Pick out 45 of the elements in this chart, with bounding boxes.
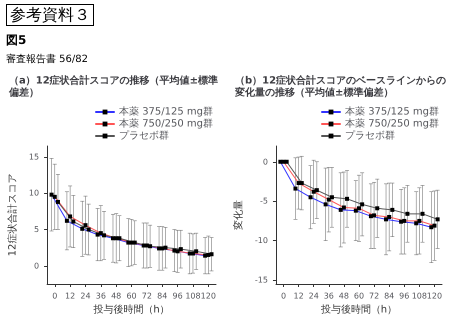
legend-label: プラセボ群 [119, 130, 170, 142]
x-tick-label: 108 [185, 292, 201, 300]
x-tick-label: 12 [65, 292, 76, 300]
x-tick-label: 72 [142, 292, 152, 300]
x-tick-label: 108 [412, 292, 427, 300]
text: 審査報告書 56/82 [6, 52, 89, 66]
x-axis-title: 投与後時間（h） [92, 303, 170, 316]
x-tick-label: 12 [294, 292, 304, 300]
y-tick-label: -15 [254, 276, 268, 285]
legend-label: 本薬 375/125 mg群 [119, 106, 214, 118]
chart-title: （a）12症状合計スコアの推移（平均値±標準偏差） [8, 74, 218, 98]
y-tick-label: -5 [260, 196, 268, 206]
legend-label: 本薬 750/250 mg群 [345, 118, 440, 130]
y-tick-label: 0 [34, 261, 40, 270]
x-tick-label: 36 [96, 292, 106, 300]
x-tick-label: 0 [52, 292, 58, 300]
x-axis-title: 投与後時間（h） [320, 303, 398, 316]
text: 参考資料３ [6, 4, 94, 26]
y-tick-label: 10 [28, 188, 40, 198]
x-tick-label: 96 [172, 292, 183, 300]
x-tick-label: 96 [399, 292, 410, 300]
x-tick-label: 84 [384, 292, 394, 300]
x-tick-label: 120 [426, 292, 442, 300]
x-tick-label: 24 [308, 292, 319, 300]
y-tick-label: 0 [262, 157, 268, 166]
x-tick-label: 48 [338, 292, 349, 300]
x-tick-label: 60 [354, 292, 364, 300]
y-tick-label: -10 [254, 236, 268, 246]
y-tick-label: 15 [28, 152, 40, 162]
x-tick-label: 120 [200, 292, 216, 300]
x-tick-label: 60 [126, 292, 137, 300]
legend-label: 本薬 750/250 mg群 [119, 118, 214, 130]
legend-label: 本薬 375/125 mg群 [345, 106, 440, 118]
x-tick-label: 0 [280, 292, 286, 300]
x-tick-label: 84 [157, 292, 168, 300]
legend-label: プラセボ群 [345, 130, 396, 142]
x-tick-label: 72 [368, 292, 380, 300]
y-tick-label: 5 [34, 225, 40, 234]
x-tick-label: 48 [111, 292, 122, 300]
y-axis-title: 変化量 [232, 200, 244, 230]
x-tick-label: 36 [324, 292, 334, 300]
caption: 図5 [6, 32, 28, 49]
x-tick-label: 24 [80, 292, 91, 300]
y-axis-title: 12症状合計スコア [6, 174, 18, 256]
chart-title: （b）12症状合計スコアのベースラインからの変化量の推移（平均値±標準偏差） [234, 74, 446, 98]
